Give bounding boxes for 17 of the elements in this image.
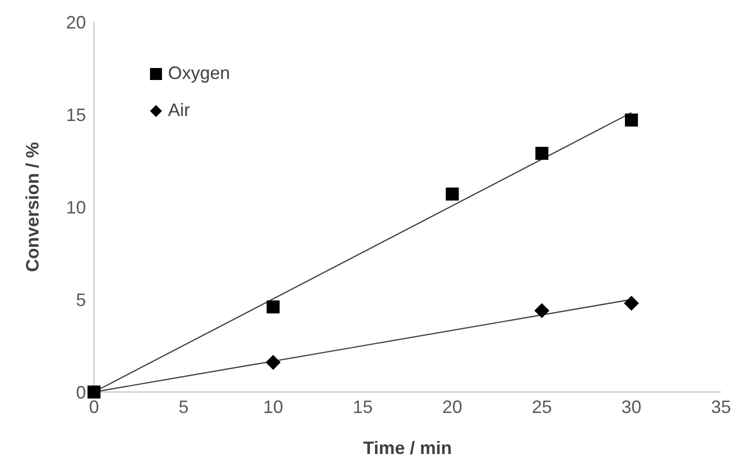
x-tick-label: 25: [532, 396, 552, 417]
legend-label: Oxygen: [168, 63, 230, 84]
x-tick-label: 35: [710, 396, 732, 417]
x-axis-title: Time / min: [363, 438, 452, 458]
x-tick-label: 0: [88, 396, 100, 417]
y-tick-label: 0: [76, 382, 86, 402]
y-axis-title: Conversion / %: [22, 142, 42, 272]
x-tick-label: 15: [352, 396, 373, 417]
legend-label: Air: [168, 100, 190, 121]
y-tick-label: 20: [66, 12, 86, 32]
x-tick-label: 5: [178, 396, 189, 417]
y-tick-label: 15: [66, 104, 86, 125]
x-tick-label: 30: [621, 396, 642, 417]
x-tick-label: 20: [442, 396, 462, 417]
y-tick-label: 10: [66, 197, 86, 218]
x-tick-label: 10: [263, 396, 284, 417]
y-tick-label: 5: [76, 290, 86, 310]
